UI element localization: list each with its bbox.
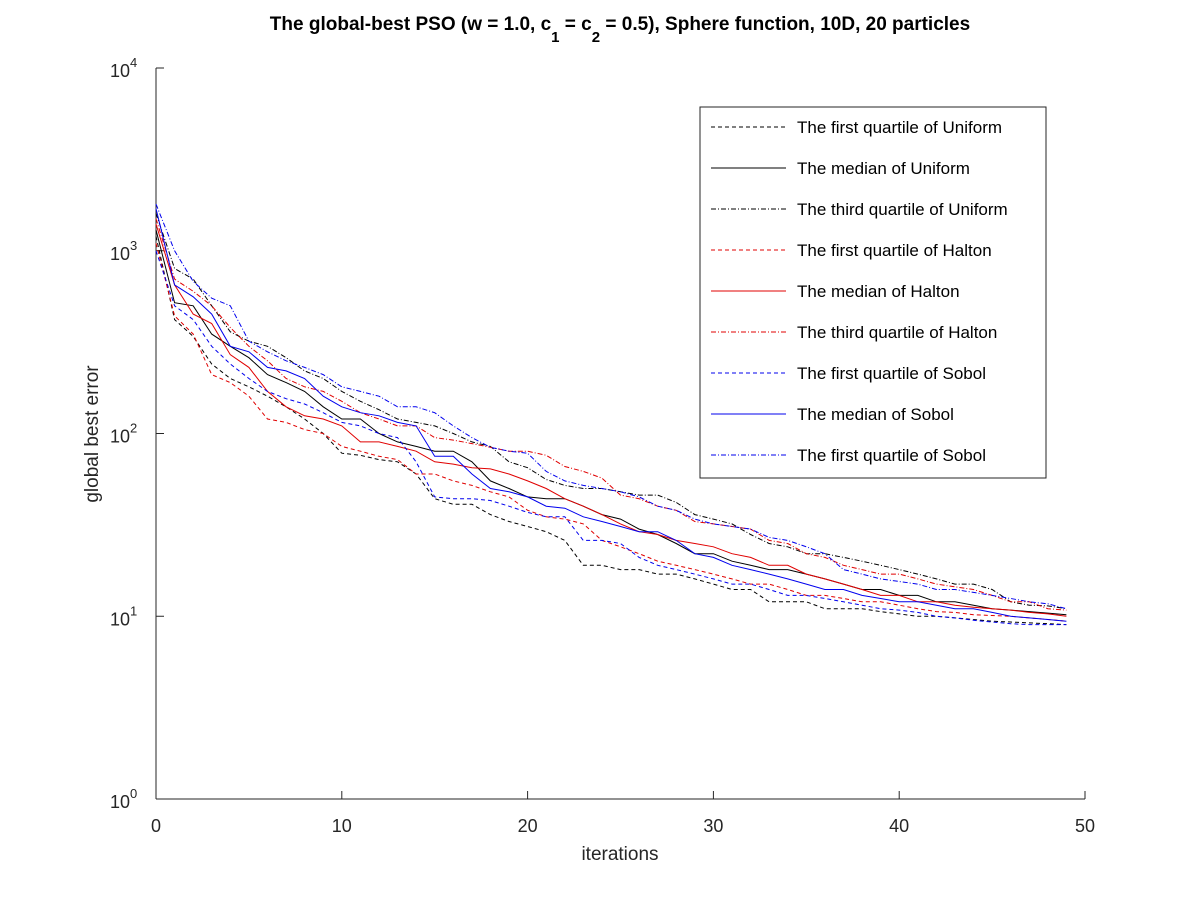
legend-label: The first quartile of Sobol xyxy=(797,364,986,383)
axis-ticks: 0 10 20 30 40 50 100 101 102 103 104 xyxy=(110,55,1095,836)
legend-label: The first quartile of Sobol xyxy=(797,446,986,465)
x-tick-label: 40 xyxy=(889,816,909,836)
legend: The first quartile of Uniform The median … xyxy=(699,106,1047,479)
y-tick-label: 101 xyxy=(110,603,137,629)
y-tick-label: 102 xyxy=(110,421,137,447)
x-tick-label: 50 xyxy=(1075,816,1095,836)
legend-label: The median of Sobol xyxy=(797,405,954,424)
legend-label: The first quartile of Halton xyxy=(797,241,992,260)
legend-label: The first quartile of Uniform xyxy=(797,118,1002,137)
x-tick-label: 10 xyxy=(332,816,352,836)
chart-title: The global-best PSO (w = 1.0, c1 = c2 = … xyxy=(270,14,970,46)
series-line-9 xyxy=(155,203,1067,610)
series-lines xyxy=(155,203,1067,626)
x-tick-label: 20 xyxy=(518,816,538,836)
series-line-6 xyxy=(155,218,1067,611)
series-line-4 xyxy=(155,243,1067,622)
y-tick-label: 100 xyxy=(110,786,137,812)
series-line-8 xyxy=(155,208,1067,622)
y-axis-label: global best error xyxy=(82,365,103,503)
legend-label: The median of Halton xyxy=(797,282,960,301)
y-tick-label: 104 xyxy=(110,55,137,81)
y-tick-label: 103 xyxy=(110,238,137,264)
legend-label: The third quartile of Halton xyxy=(797,323,997,342)
legend-label: The median of Uniform xyxy=(797,159,970,178)
legend-box xyxy=(699,106,1047,479)
series-line-2 xyxy=(155,229,1067,616)
legend-label: The third quartile of Uniform xyxy=(797,200,1008,219)
x-axis-label: iterations xyxy=(581,844,658,865)
series-line-1 xyxy=(155,236,1067,626)
series-line-5 xyxy=(155,223,1067,617)
x-tick-label: 0 xyxy=(151,816,161,836)
x-tick-label: 30 xyxy=(703,816,723,836)
